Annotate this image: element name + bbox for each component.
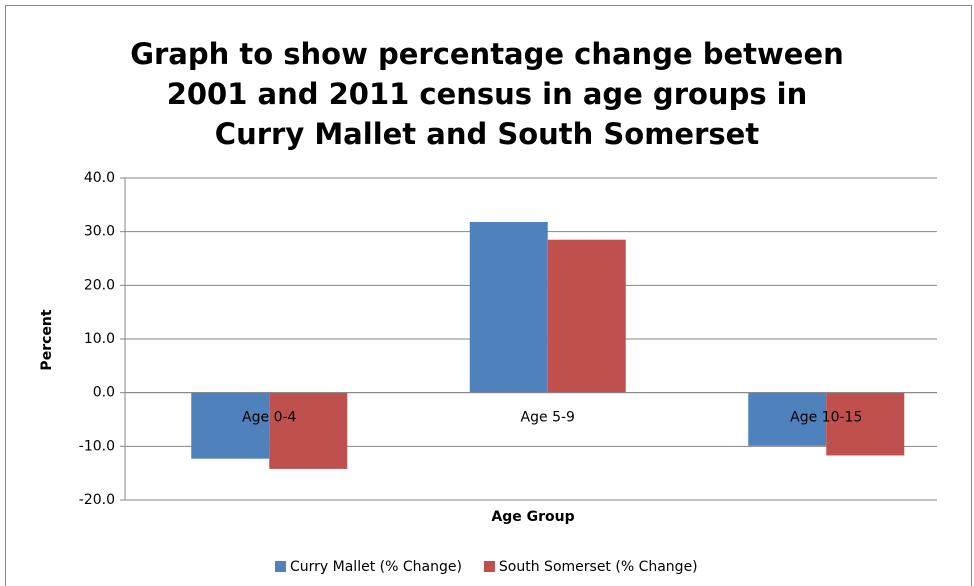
legend-label: South Somerset (% Change): [499, 559, 698, 575]
bar: [469, 222, 548, 393]
bar: [269, 392, 348, 469]
y-tick-label: 20.0: [84, 277, 115, 293]
bar: [547, 239, 626, 393]
legend-swatch: [483, 561, 495, 572]
y-tick-label: -20.0: [79, 492, 115, 508]
y-tick-label: -10.0: [79, 438, 115, 454]
bar: [748, 392, 827, 446]
chart-border: [5, 5, 972, 586]
chart-title: Graph to show percentage change between …: [130, 37, 844, 151]
x-axis-label: Age Group: [491, 509, 574, 525]
bar: [191, 392, 270, 459]
y-tick-label: 30.0: [84, 224, 115, 240]
legend-label: Curry Mallet (% Change): [290, 559, 462, 575]
bar: [826, 392, 905, 456]
x-tick-label: Age 10-15: [790, 410, 862, 426]
y-axis-label: Percent: [39, 309, 55, 370]
x-tick-label: Age 5-9: [521, 410, 575, 426]
y-tick-label: 40.0: [84, 170, 115, 186]
y-tick-label: 0.0: [93, 385, 115, 401]
x-tick-label: Age 0-4: [242, 410, 296, 426]
y-tick-label: 10.0: [84, 331, 115, 347]
legend-swatch: [275, 561, 286, 572]
